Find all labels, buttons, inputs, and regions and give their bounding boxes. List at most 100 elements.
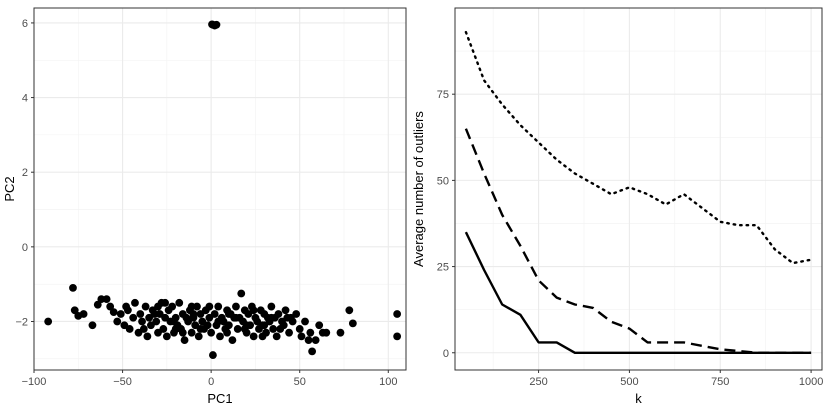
scatter-point	[187, 302, 196, 311]
scatter-point	[224, 321, 233, 330]
scatter-point	[116, 310, 125, 318]
scatter-point	[168, 302, 177, 311]
scatter-point	[205, 302, 214, 311]
scatter-point	[283, 313, 292, 322]
scatter-point	[336, 328, 345, 337]
scatter-point	[311, 336, 320, 345]
scatter-point	[281, 306, 290, 315]
x-tick-label: 100	[379, 376, 397, 388]
scatter-point	[178, 328, 187, 337]
x-axis-title: k	[635, 391, 642, 406]
scatter-point	[150, 310, 159, 318]
scatter-point	[345, 306, 354, 315]
scatter-point	[180, 336, 189, 345]
scatter-point	[139, 325, 148, 333]
scatter-point	[209, 351, 217, 359]
panel-background	[455, 8, 822, 370]
scatter-point	[306, 328, 315, 337]
scatter-point	[285, 328, 293, 337]
y-tick-label: 4	[22, 93, 28, 105]
y-tick-label: 50	[437, 175, 449, 187]
x-tick-label: −50	[113, 376, 132, 388]
scatter-point	[93, 300, 102, 309]
scatter-point	[276, 325, 285, 333]
scatter-point	[189, 310, 198, 318]
pca-scatter-panel: −100 −50 0 50 100 −2 0 2 4 6 PC1 PC2	[2, 7, 407, 406]
x-tick-label: 0	[208, 376, 214, 388]
scatter-point	[125, 325, 134, 333]
scatter-point	[249, 306, 258, 315]
scatter-point	[122, 302, 131, 311]
scatter-point	[393, 310, 402, 318]
scatter-point	[272, 332, 281, 341]
y-tick-label: 0	[22, 242, 28, 254]
scatter-point	[170, 317, 178, 326]
scatter-point	[106, 302, 115, 311]
scatter-point	[207, 328, 216, 337]
scatter-point	[267, 302, 276, 311]
scatter-point	[269, 325, 278, 333]
scatter-point	[79, 310, 88, 318]
scatter-point	[216, 332, 224, 341]
y-tick-label: −2	[15, 316, 28, 328]
scatter-point	[162, 332, 171, 341]
scatter-point	[113, 317, 122, 326]
scatter-point	[154, 302, 162, 311]
y-tick-label: 75	[437, 89, 449, 101]
scatter-point	[228, 336, 237, 345]
scatter-point	[237, 289, 246, 298]
scatter-point	[136, 310, 145, 318]
scatter-point	[138, 317, 146, 326]
y-tick-label: 6	[22, 18, 28, 30]
scatter-point	[233, 325, 242, 333]
scatter-point	[143, 332, 152, 341]
scatter-point	[210, 310, 219, 318]
x-tick-label: 250	[529, 376, 547, 388]
scatter-point	[187, 328, 196, 337]
scatter-point	[175, 298, 184, 307]
scatter-point	[171, 325, 180, 333]
scatter-point	[232, 302, 240, 311]
y-axis-title: Average number of outliers	[411, 111, 426, 267]
scatter-point	[109, 308, 118, 317]
scatter-point	[102, 295, 111, 303]
scatter-point	[304, 336, 313, 345]
scatter-point	[348, 319, 357, 328]
scatter-point	[322, 328, 331, 337]
y-tick-label: 0	[443, 348, 449, 360]
y-tick-label: 25	[437, 262, 449, 274]
scatter-point	[141, 302, 150, 311]
outlier-line-panel: 250 500 750 1000 0 25 50 75 k Average number of o…	[411, 7, 823, 406]
scatter-point	[223, 328, 231, 337]
scatter-point	[224, 310, 233, 318]
series-line-dotted	[464, 30, 813, 265]
scatter-point	[295, 325, 304, 333]
scatter-point	[274, 310, 283, 318]
x-tick-label: 750	[711, 376, 729, 388]
scatter-point	[308, 347, 317, 356]
scatter-point	[214, 317, 223, 326]
scatter-point	[196, 325, 205, 333]
scatter-point	[161, 298, 169, 307]
panel-border	[33, 7, 407, 371]
scatter-point	[267, 313, 276, 322]
scatter-point	[203, 321, 212, 330]
series-line-solid	[464, 231, 812, 354]
scatter-point	[242, 321, 251, 330]
y-axis-title: PC2	[2, 176, 17, 201]
scatter-point	[69, 283, 77, 292]
x-tick-label: 50	[294, 376, 306, 388]
scatter-point	[315, 321, 324, 330]
scatter-point	[297, 332, 306, 341]
scatter-point	[129, 313, 138, 322]
scatter-point	[232, 313, 240, 322]
x-axis-title: PC1	[207, 391, 232, 406]
scatter-point	[249, 332, 258, 341]
y-tick-label: 2	[22, 167, 28, 179]
scatter-point	[152, 317, 161, 326]
scatter-point	[88, 321, 97, 330]
scatter-point	[194, 332, 203, 341]
scatter-point	[258, 332, 267, 341]
scatter-point	[292, 310, 301, 318]
